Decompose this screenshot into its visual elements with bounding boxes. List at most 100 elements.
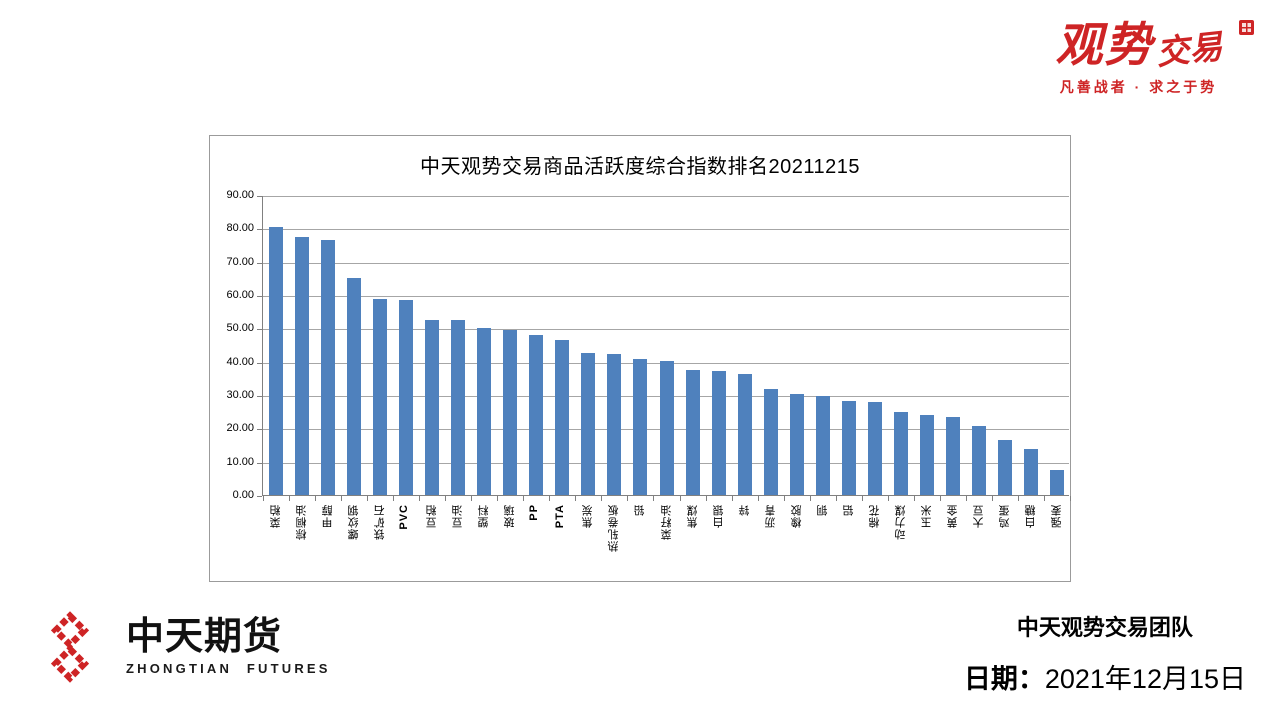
x-tick-label: 棕榈油 [296, 504, 309, 540]
x-tick-label: 动力煤 [894, 504, 907, 540]
date-value: 2021年12月15日 [1044, 664, 1246, 695]
gridline [263, 262, 1069, 264]
bar [893, 412, 908, 495]
y-axis-tick [257, 262, 262, 264]
plot-area: 0.00 10.00 20.00 30.00 40.00 50.00 60.00 70.00 8… [226, 189, 1071, 552]
x-axis-tick [627, 496, 629, 501]
x-axis-tick [1070, 496, 1071, 501]
bar [295, 236, 310, 495]
date-label: 日期： [963, 664, 1045, 695]
bar [425, 319, 440, 495]
x-tick-label: 菜粕 [270, 504, 283, 528]
bar [555, 340, 570, 495]
y-tick-label: 10.00 [226, 455, 254, 468]
y-axis-tick [257, 196, 262, 197]
chart-panel: 中天观势交易商品活跃度综合指数排名20211215 0.00 10.00 20.00… [209, 135, 1071, 582]
y-axis-tick [257, 496, 262, 497]
bar [477, 328, 492, 495]
gridline [263, 329, 1069, 331]
x-axis-tick [575, 496, 577, 501]
bar [529, 335, 544, 495]
y-tick-label: 60.00 [226, 289, 254, 301]
x-axis-tick [991, 496, 993, 501]
x-tick-label: 黄金 [946, 504, 959, 528]
team-name: 中天观势交易团队 [1016, 615, 1193, 640]
x-tick-label: 铝 [842, 504, 855, 516]
company-name-en: ZHONGTIAN FUTURES [126, 660, 331, 676]
y-tick-label: 80.00 [226, 222, 254, 235]
x-axis-tick [913, 496, 915, 501]
x-axis-tick [809, 496, 811, 501]
chart-title: 中天观势交易商品活跃度综合指数排名20211215 [420, 156, 860, 178]
brand-wordmark-large: 观势 [1055, 20, 1154, 72]
gridline [263, 229, 1069, 231]
x-axis-tick [679, 496, 681, 501]
bar [1023, 449, 1038, 495]
bar [711, 371, 726, 495]
bar [373, 298, 388, 495]
x-axis-tick [523, 496, 525, 501]
bar [685, 370, 700, 495]
bar [347, 278, 362, 495]
bar [659, 361, 674, 495]
y-tick-label: 20.00 [226, 422, 254, 435]
x-tick-label: PVC [398, 504, 411, 530]
bar [815, 396, 830, 495]
x-tick-label: 白糖 [1024, 504, 1037, 528]
brand-tagline: 凡善战者 · 求之于势 [1059, 79, 1218, 96]
x-axis-tick [939, 496, 941, 501]
x-tick-label: 豆粕 [426, 504, 439, 528]
x-axis-tick [653, 496, 655, 501]
x-tick-label: 铁矿石 [374, 504, 387, 540]
zhongtian-futures-logo: 中天期货 ZHONGTIAN FUTURES [34, 604, 331, 690]
y-axis-tick [257, 329, 262, 331]
bar [399, 299, 414, 495]
x-tick-label: 大豆 [972, 504, 985, 528]
brand-wordmark: 观势 交易 [1031, 18, 1254, 74]
x-tick-label: PP [528, 504, 541, 521]
guanshi-brand-logo: 观势 交易 凡善战者 · 求之于势 [1031, 18, 1254, 97]
x-axis-tick [965, 496, 967, 501]
bar [269, 227, 284, 495]
knot-logo-icon [50, 611, 90, 683]
x-tick-label: PTA [554, 504, 567, 529]
y-tick-label: 0.00 [232, 489, 254, 501]
y-tick-label: 30.00 [226, 389, 254, 401]
y-tick-label: 50.00 [226, 322, 254, 335]
x-tick-label: 白银 [712, 504, 725, 528]
x-axis-tick [315, 496, 317, 501]
bar [581, 352, 596, 495]
y-tick-label: 90.00 [226, 189, 254, 201]
x-tick-label: 橡胶 [790, 504, 803, 528]
x-axis-tick [549, 496, 551, 501]
x-axis-tick [263, 496, 264, 501]
bar [1049, 469, 1064, 495]
x-axis-tick [445, 496, 447, 501]
x-tick-label: 鸡蛋 [998, 504, 1011, 528]
x-axis-tick [341, 496, 343, 501]
x-tick-label: 铅 [634, 504, 647, 516]
y-axis-tick [257, 362, 262, 364]
x-axis-tick [367, 496, 369, 501]
y-axis-tick [257, 229, 262, 231]
bar [789, 394, 804, 495]
bar [997, 440, 1012, 495]
x-axis-tick [757, 496, 759, 501]
bar [737, 374, 752, 495]
date-line: 日期：2021年12月15日 [964, 657, 1246, 696]
x-tick-label: 玻璃 [504, 504, 517, 528]
bar [503, 329, 518, 495]
x-axis-tick [601, 496, 603, 501]
x-axis-tick [887, 496, 889, 501]
y-tick-label: 40.00 [226, 355, 254, 368]
x-tick-label: 沥青 [764, 504, 777, 528]
x-tick-label: 焦煤 [686, 504, 699, 528]
x-tick-label: 棉花 [868, 504, 881, 528]
x-axis-tick [731, 496, 733, 501]
x-tick-label: 铜 [816, 504, 829, 516]
y-axis-tick [257, 296, 262, 297]
bar [451, 320, 466, 495]
y-tick-label: 70.00 [226, 255, 254, 268]
bar [919, 415, 934, 495]
bar [945, 417, 960, 495]
